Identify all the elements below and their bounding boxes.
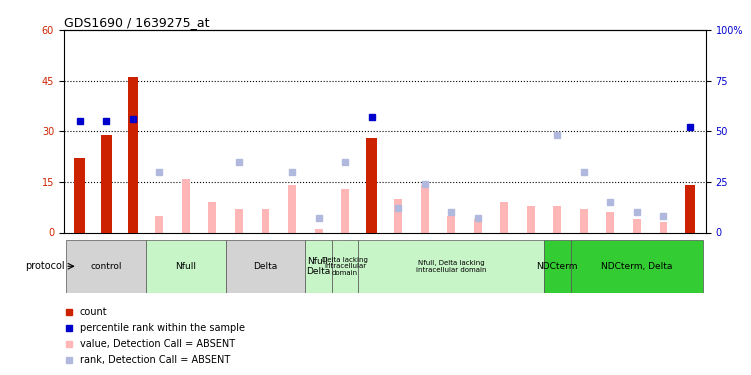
Text: count: count	[80, 307, 107, 317]
Text: NDCterm: NDCterm	[537, 262, 578, 271]
Bar	[146, 240, 226, 292]
Bar	[341, 189, 349, 232]
Text: value, Detection Call = ABSENT: value, Detection Call = ABSENT	[80, 339, 235, 349]
Bar	[607, 212, 614, 232]
Bar	[571, 240, 703, 292]
Bar	[101, 135, 112, 232]
Bar	[261, 209, 270, 232]
Text: Nfull: Nfull	[176, 262, 197, 271]
Bar	[155, 216, 163, 232]
Bar	[448, 216, 455, 232]
Bar	[315, 229, 322, 232]
Bar	[235, 209, 243, 232]
Text: control: control	[91, 262, 122, 271]
Bar	[288, 185, 296, 232]
Text: GDS1690 / 1639275_at: GDS1690 / 1639275_at	[64, 16, 210, 29]
Bar	[209, 202, 216, 232]
Bar	[500, 202, 508, 232]
Text: rank, Detection Call = ABSENT: rank, Detection Call = ABSENT	[80, 356, 230, 366]
Bar	[685, 185, 695, 232]
Text: NDCterm, Delta: NDCterm, Delta	[602, 262, 673, 271]
Text: Delta lacking
intracellular
domain: Delta lacking intracellular domain	[322, 257, 368, 276]
Text: protocol: protocol	[25, 261, 65, 271]
Bar	[544, 240, 571, 292]
Bar	[182, 178, 190, 232]
Bar	[580, 209, 588, 232]
Text: Nfull, Delta lacking
intracellular domain: Nfull, Delta lacking intracellular domai…	[416, 260, 487, 273]
Bar	[226, 240, 306, 292]
Bar	[332, 240, 358, 292]
Text: Delta: Delta	[253, 262, 278, 271]
Bar	[358, 240, 544, 292]
Bar	[527, 206, 535, 232]
Bar	[128, 77, 138, 232]
Text: Nfull,
Delta: Nfull, Delta	[306, 257, 330, 276]
Bar	[306, 240, 332, 292]
Bar	[553, 206, 561, 232]
Bar	[394, 199, 402, 232]
Bar	[366, 138, 377, 232]
Bar	[421, 185, 429, 232]
Text: percentile rank within the sample: percentile rank within the sample	[80, 323, 245, 333]
Bar	[633, 219, 641, 232]
Bar	[659, 222, 668, 232]
Bar	[74, 158, 85, 232]
Bar	[67, 240, 146, 292]
Bar	[474, 219, 481, 232]
